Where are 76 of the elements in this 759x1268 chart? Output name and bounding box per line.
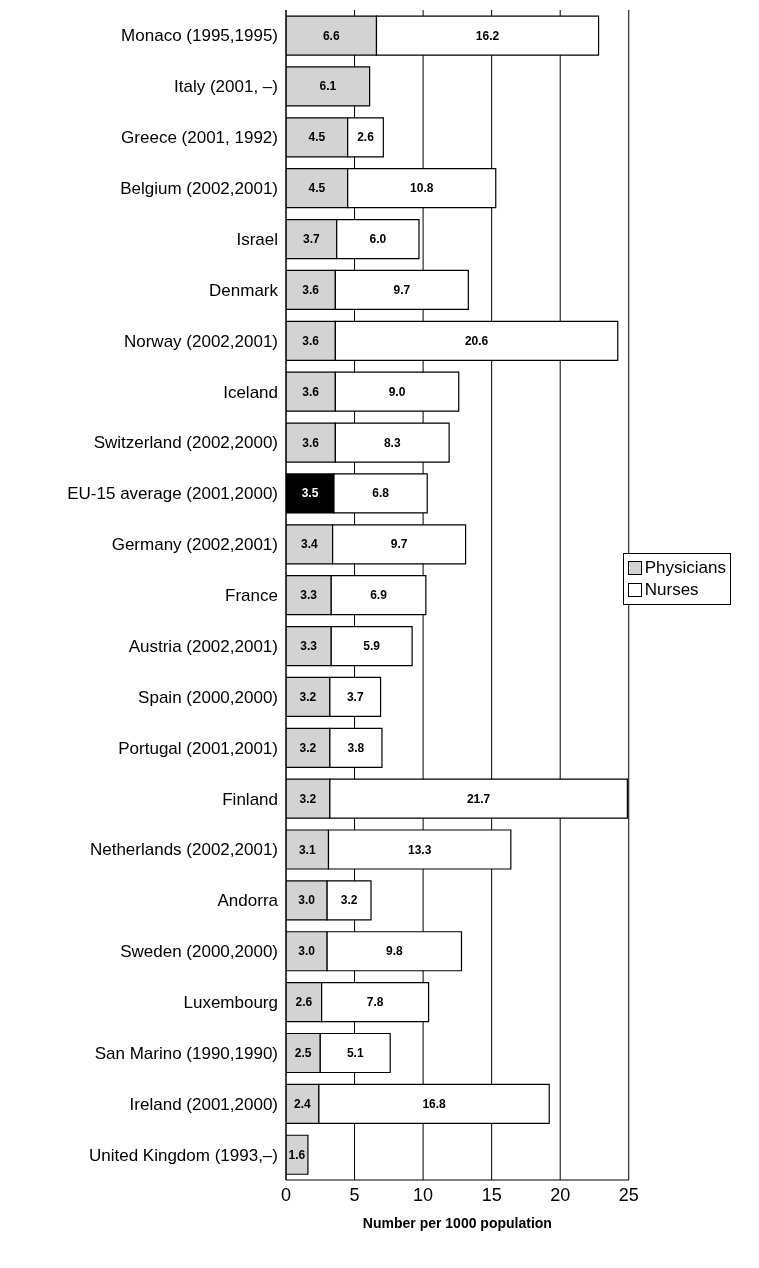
y-tick-label: Ireland (2001,2000) — [129, 1094, 278, 1114]
data-label: 2.6 — [295, 995, 313, 1010]
data-label: 2.4 — [294, 1096, 312, 1111]
data-label: 9.8 — [385, 944, 403, 959]
x-tick-label: 5 — [349, 1184, 360, 1205]
data-label: 9.7 — [390, 537, 408, 552]
data-label: 3.2 — [299, 689, 317, 704]
data-label: 5.1 — [346, 1046, 364, 1060]
data-label: 5.9 — [363, 639, 381, 654]
y-tick-label: Netherlands (2002,2001) — [89, 840, 278, 860]
data-label: 6.8 — [372, 486, 390, 501]
data-label: 6.1 — [319, 79, 337, 94]
data-label: 9.0 — [388, 384, 406, 399]
y-tick-label: Spain (2000,2000) — [138, 687, 278, 707]
data-label: 3.5 — [301, 486, 319, 501]
legend-label: Physicians — [644, 557, 726, 579]
data-label: 13.3 — [407, 842, 432, 857]
data-label: 2.5 — [294, 1046, 312, 1060]
data-label: 4.5 — [308, 130, 326, 145]
data-label: 3.0 — [298, 893, 316, 908]
y-tick-label: Monaco (1995,1995) — [121, 26, 278, 46]
data-label: 9.7 — [393, 282, 411, 297]
data-label: 3.6 — [302, 282, 320, 297]
x-tick-label: 15 — [481, 1184, 502, 1205]
y-tick-label: Andorra — [217, 891, 279, 911]
data-label: 10.8 — [410, 181, 434, 196]
y-tick-label: Greece (2001, 1992) — [121, 128, 278, 148]
data-label: 3.2 — [299, 740, 317, 755]
y-tick-label: Israel — [236, 229, 278, 249]
data-label: 3.6 — [302, 333, 320, 348]
y-tick-label: Denmark — [209, 280, 279, 300]
data-label: 1.6 — [288, 1147, 306, 1162]
data-label: 3.7 — [303, 232, 321, 247]
y-tick-label: San Marino (1990,1990) — [94, 1043, 278, 1063]
data-label: 6.6 — [322, 28, 340, 43]
data-label: 6.0 — [369, 232, 387, 247]
y-tick-label: Austria (2002,2001) — [128, 636, 278, 656]
y-tick-label: EU-15 average (2001,2000) — [67, 484, 278, 504]
x-axis-title: Number per 1000 population — [362, 1215, 552, 1231]
x-tick-label: 25 — [618, 1184, 639, 1205]
data-label: 4.5 — [308, 181, 326, 196]
data-label: 16.8 — [422, 1096, 447, 1111]
data-label: 3.6 — [302, 435, 320, 450]
y-tick-label: Finland — [222, 789, 278, 809]
x-tick-label: 20 — [550, 1184, 571, 1205]
data-label: 3.8 — [347, 740, 365, 755]
data-label: 2.6 — [357, 130, 375, 145]
y-tick-label: Germany (2002,2001) — [111, 535, 278, 555]
x-tick-label: 10 — [413, 1184, 434, 1205]
data-label: 3.1 — [298, 842, 316, 857]
data-label: 8.3 — [383, 435, 401, 450]
data-label: 3.2 — [299, 791, 317, 806]
y-tick-label: Italy (2001, –) — [174, 77, 278, 97]
y-tick-label: Sweden (2000,2000) — [120, 942, 278, 962]
y-tick-label: United Kingdom (1993,–) — [88, 1145, 278, 1165]
data-label: 6.9 — [370, 588, 388, 603]
y-tick-label: Portugal (2001,2001) — [118, 738, 278, 758]
y-tick-label: Luxembourg — [183, 992, 278, 1012]
data-label: 3.6 — [302, 384, 320, 399]
y-tick-label: Norway (2002,2001) — [123, 331, 278, 351]
data-label: 21.7 — [466, 791, 491, 806]
data-label: 3.3 — [300, 588, 318, 603]
y-tick-label: Belgium (2002,2001) — [120, 179, 278, 199]
y-tick-label: Iceland — [223, 382, 278, 402]
data-label: 3.4 — [300, 537, 318, 552]
x-tick-label: 0 — [280, 1184, 292, 1205]
data-label: 16.2 — [475, 28, 500, 43]
y-tick-label: Switzerland (2002,2000) — [93, 433, 278, 453]
data-label: 3.2 — [340, 893, 358, 908]
legend-label: Nurses — [644, 579, 699, 601]
data-label: 3.7 — [346, 689, 364, 704]
data-label: 3.0 — [298, 944, 316, 959]
y-tick-label: France — [225, 586, 278, 606]
data-label: 20.6 — [464, 333, 489, 348]
data-label: 7.8 — [366, 995, 384, 1010]
data-label: 3.3 — [300, 639, 318, 654]
